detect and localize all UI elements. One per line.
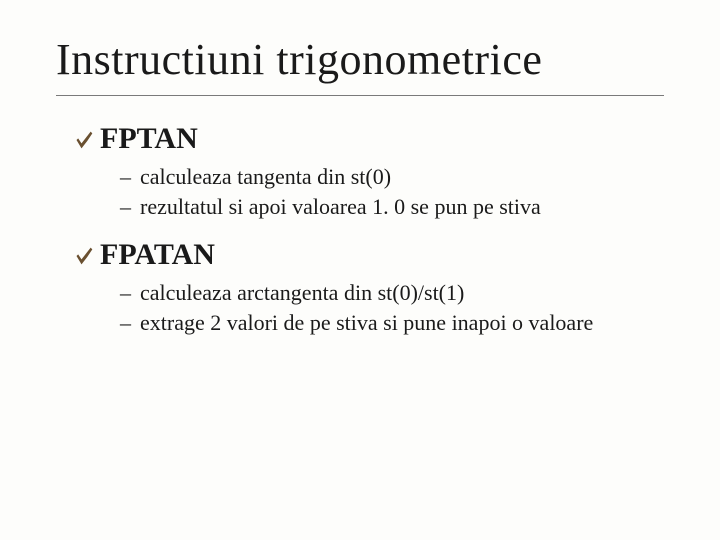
page-title: Instructiuni trigonometrice — [56, 34, 664, 85]
checkmark-icon — [74, 246, 100, 266]
level2-text: extrage 2 valori de pe stiva si pune ina… — [140, 310, 593, 336]
level2-text: calculeaza tangenta din st(0) — [140, 164, 391, 190]
level1-item: FPTAN — [74, 122, 664, 156]
dash-icon: – — [120, 194, 140, 220]
level2-text: calculeaza arctangenta din st(0)/st(1) — [140, 280, 464, 306]
level1-heading: FPATAN — [100, 238, 215, 272]
dash-icon: – — [120, 280, 140, 306]
dash-icon: – — [120, 164, 140, 190]
level1-item: FPATAN — [74, 238, 664, 272]
section-fpatan: FPATAN – calculeaza arctangenta din st(0… — [56, 238, 664, 336]
level2-item: – rezultatul si apoi valoarea 1. 0 se pu… — [120, 194, 664, 220]
level2-item: – calculeaza tangenta din st(0) — [120, 164, 664, 190]
level2-item: – calculeaza arctangenta din st(0)/st(1) — [120, 280, 664, 306]
level2-text: rezultatul si apoi valoarea 1. 0 se pun … — [140, 194, 541, 220]
slide: Instructiuni trigonometrice FPTAN – calc… — [0, 0, 720, 540]
dash-icon: – — [120, 310, 140, 336]
level1-heading: FPTAN — [100, 122, 198, 156]
level2-item: – extrage 2 valori de pe stiva si pune i… — [120, 310, 664, 336]
title-divider — [56, 95, 664, 96]
checkmark-icon — [74, 130, 100, 150]
section-fptan: FPTAN – calculeaza tangenta din st(0) – … — [56, 122, 664, 220]
